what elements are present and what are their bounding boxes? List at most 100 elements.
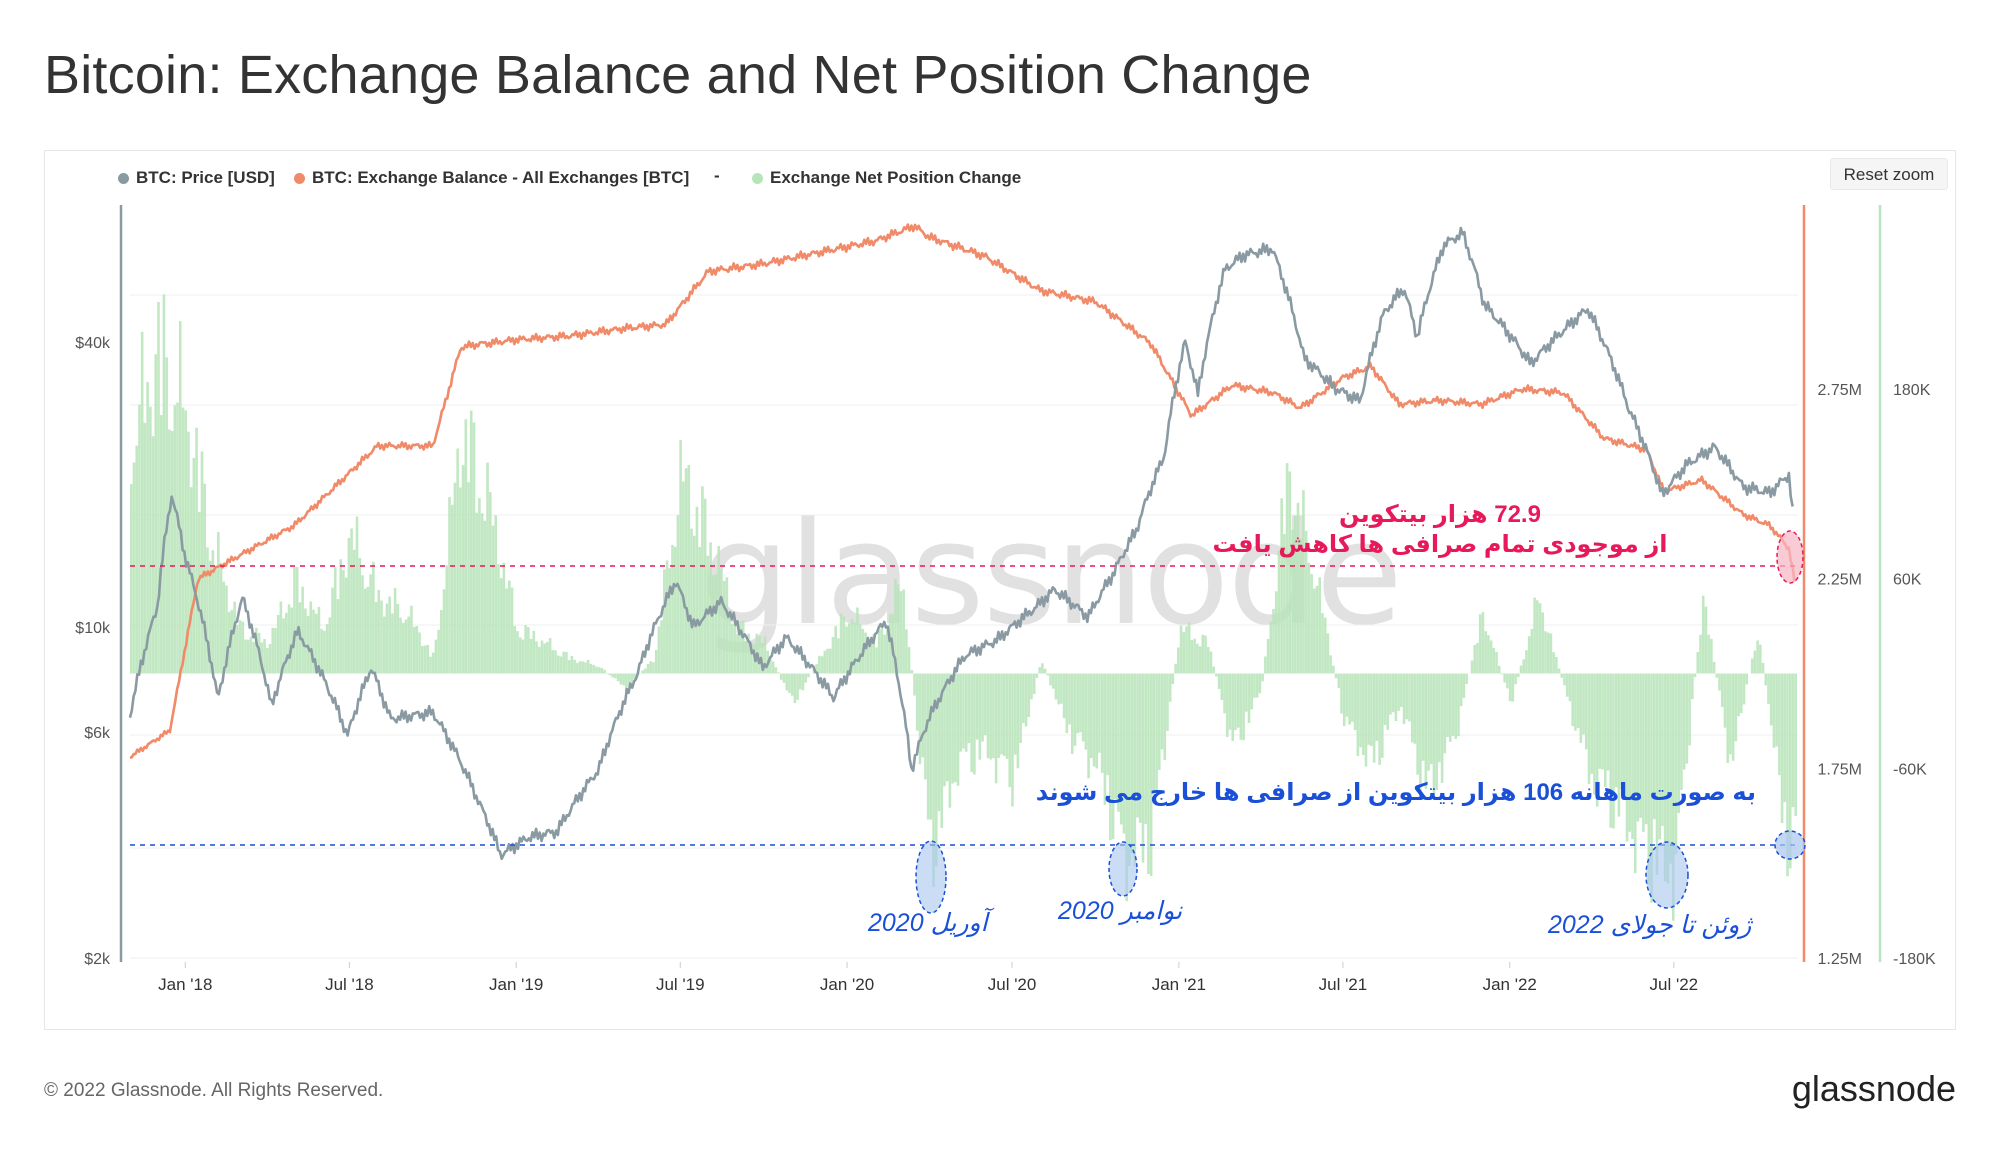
net-bar-349 bbox=[1079, 673, 1082, 733]
net-bar-181 bbox=[622, 673, 625, 686]
net-bar-77 bbox=[339, 559, 343, 674]
net-bar-560 bbox=[1652, 673, 1656, 820]
net-bar-532 bbox=[1576, 673, 1580, 729]
net-bar-129 bbox=[480, 513, 484, 674]
net-bar-72 bbox=[325, 624, 329, 674]
net-bar-236 bbox=[771, 661, 775, 674]
net-bar-177 bbox=[611, 673, 614, 678]
net-bar-225 bbox=[741, 620, 745, 674]
net-bar-355 bbox=[1095, 673, 1099, 769]
net-bar-60 bbox=[293, 567, 296, 674]
net-bar-254 bbox=[820, 656, 824, 674]
net-bar-500 bbox=[1489, 640, 1493, 674]
net-bar-475 bbox=[1421, 673, 1425, 761]
net-bar-523 bbox=[1552, 652, 1555, 674]
net-bar-252 bbox=[815, 664, 818, 674]
net-bar-594 bbox=[1745, 673, 1749, 685]
net-bar-64 bbox=[304, 608, 307, 674]
net-bar-157 bbox=[556, 655, 560, 674]
net-bar-393 bbox=[1198, 646, 1202, 674]
net-bar-270 bbox=[864, 632, 867, 674]
net-bar-277 bbox=[883, 634, 886, 674]
net-bar-283 bbox=[899, 591, 903, 674]
net-bar-343 bbox=[1062, 673, 1066, 719]
legend-separator: - bbox=[714, 166, 720, 185]
net-bar-290 bbox=[918, 673, 922, 765]
net-bar-316 bbox=[989, 673, 992, 760]
net-bar-394 bbox=[1201, 634, 1205, 674]
net-bar-390 bbox=[1190, 640, 1194, 674]
net-bar-383 bbox=[1171, 673, 1175, 685]
net-bar-196 bbox=[663, 569, 666, 674]
net-bar-275 bbox=[877, 629, 881, 674]
net-bar-504 bbox=[1500, 673, 1504, 675]
net-bar-445 bbox=[1340, 673, 1343, 714]
net-bar-493 bbox=[1470, 660, 1474, 674]
net-bar-198 bbox=[668, 568, 672, 674]
net-bar-260 bbox=[837, 638, 840, 674]
net-bar-143 bbox=[518, 637, 522, 674]
net-bar-364 bbox=[1119, 673, 1123, 825]
net-bar-353 bbox=[1090, 673, 1093, 758]
net-bar-296 bbox=[934, 673, 938, 867]
x-tick-label-5: Jul '20 bbox=[988, 975, 1037, 994]
x-tick-label-1: Jul '18 bbox=[325, 975, 374, 994]
net-bar-541 bbox=[1601, 673, 1604, 770]
net-bar-474 bbox=[1419, 673, 1422, 796]
net-bar-1 bbox=[132, 462, 136, 674]
legend-balance-label: BTC: Exchange Balance - All Exchanges [B… bbox=[312, 168, 690, 187]
net-bar-568 bbox=[1674, 673, 1678, 855]
net-bar-461 bbox=[1383, 673, 1387, 726]
net-bar-99 bbox=[399, 617, 402, 674]
net-bar-259 bbox=[834, 626, 837, 674]
net-bar-48 bbox=[260, 642, 264, 674]
net-bar-584 bbox=[1718, 673, 1721, 691]
net-bar-81 bbox=[350, 528, 353, 674]
net-bar-558 bbox=[1647, 673, 1651, 886]
watermark: glassnode bbox=[700, 492, 1403, 657]
net-bar-261 bbox=[839, 613, 843, 674]
blue-highlight-ellipse-nov2022 bbox=[1774, 830, 1806, 860]
net-bar-589 bbox=[1731, 673, 1735, 761]
net-bar-95 bbox=[388, 596, 391, 674]
reset-zoom-button[interactable]: Reset zoom bbox=[1830, 158, 1948, 190]
net-bar-357 bbox=[1100, 673, 1104, 773]
net-bar-98 bbox=[396, 603, 400, 674]
net-bar-14 bbox=[168, 429, 171, 674]
net-bar-155 bbox=[551, 650, 555, 674]
net-bar-293 bbox=[926, 673, 930, 820]
net-bar-214 bbox=[711, 574, 715, 674]
net-bar-371 bbox=[1138, 673, 1142, 823]
net-bar-600 bbox=[1761, 662, 1765, 674]
net-bar-387 bbox=[1182, 632, 1186, 674]
legend-net[interactable]: Exchange Net Position Change bbox=[752, 168, 1021, 188]
net-bar-154 bbox=[548, 638, 552, 674]
net-bar-178 bbox=[614, 673, 617, 679]
legend-price[interactable]: BTC: Price [USD] bbox=[118, 168, 275, 188]
net-bar-476 bbox=[1424, 673, 1428, 789]
net-bar-241 bbox=[785, 673, 789, 691]
net-bar-108 bbox=[423, 645, 427, 674]
net-bar-34 bbox=[222, 581, 226, 674]
net-bar-103 bbox=[410, 605, 413, 674]
net-bar-96 bbox=[391, 613, 394, 674]
net-bar-372 bbox=[1141, 673, 1145, 863]
net-bar-107 bbox=[420, 645, 424, 674]
net-bar-361 bbox=[1111, 673, 1115, 840]
annotation-red-line1: 72.9 هزار بیتکوین bbox=[1339, 501, 1541, 528]
net-bar-506 bbox=[1506, 673, 1509, 689]
net-bar-524 bbox=[1555, 656, 1558, 674]
net-bar-553 bbox=[1633, 673, 1637, 874]
net-bar-384 bbox=[1174, 663, 1177, 674]
net-bar-10 bbox=[157, 301, 160, 674]
net-bar-110 bbox=[429, 656, 432, 674]
net-bar-101 bbox=[404, 619, 408, 674]
net-bar-127 bbox=[475, 512, 478, 674]
legend-balance-dot bbox=[294, 173, 305, 185]
net-bar-180 bbox=[619, 673, 623, 685]
net-bar-368 bbox=[1130, 673, 1134, 854]
net-bar-265 bbox=[850, 618, 854, 674]
legend-balance[interactable]: BTC: Exchange Balance - All Exchanges [B… bbox=[294, 168, 689, 188]
price-tick-label-3: $40k bbox=[75, 335, 111, 352]
